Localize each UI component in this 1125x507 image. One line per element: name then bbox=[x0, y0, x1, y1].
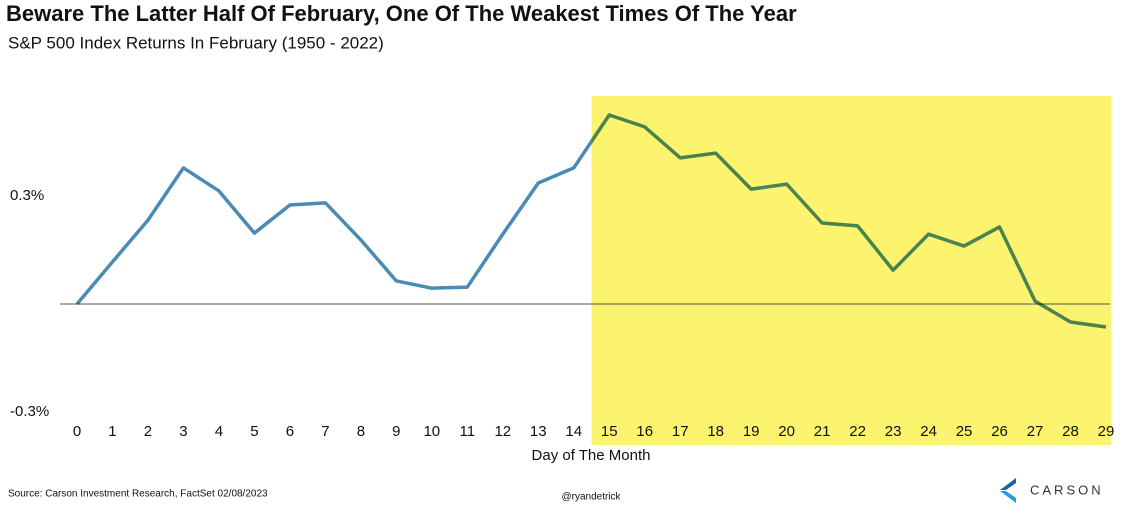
x-tick-label: 21 bbox=[814, 423, 831, 440]
x-tick-label: 8 bbox=[357, 423, 365, 440]
data-line bbox=[75, 113, 1107, 329]
x-tick-label: 26 bbox=[991, 423, 1008, 440]
handle: @ryandetrick bbox=[561, 492, 621, 503]
y-tick-label: 0.3% bbox=[10, 187, 44, 204]
x-tick-label: 10 bbox=[423, 423, 440, 440]
x-tick-label: 18 bbox=[707, 423, 724, 440]
x-tick-label: 11 bbox=[460, 423, 476, 440]
x-tick-label: 4 bbox=[215, 423, 223, 440]
x-tick-label: 28 bbox=[1062, 423, 1079, 440]
x-tick-label: 24 bbox=[920, 423, 937, 440]
x-tick-label: 27 bbox=[1027, 423, 1044, 440]
x-tick-label: 14 bbox=[565, 423, 582, 440]
logo-text: CARSON bbox=[1030, 482, 1104, 497]
x-tick-label: 0 bbox=[73, 423, 81, 440]
x-axis-label: Day of The Month bbox=[532, 447, 651, 464]
x-tick-label: 9 bbox=[392, 423, 400, 440]
x-tick-label: 20 bbox=[778, 423, 795, 440]
chart-subtitle: S&P 500 Index Returns In February (1950 … bbox=[8, 33, 384, 52]
chart-title: Beware The Latter Half Of February, One … bbox=[6, 1, 797, 26]
logo-icon bbox=[1000, 478, 1016, 503]
x-tick-label: 5 bbox=[250, 423, 258, 440]
x-tick-label: 6 bbox=[286, 423, 294, 440]
x-tick-label: 17 bbox=[672, 423, 689, 440]
x-tick-label: 1 bbox=[108, 423, 116, 440]
y-tick-label: -0.3% bbox=[10, 403, 49, 420]
source: Source: Carson Investment Research, Fact… bbox=[8, 489, 268, 500]
x-tick-label: 29 bbox=[1098, 423, 1115, 440]
x-tick-label: 12 bbox=[494, 423, 511, 440]
x-tick-label: 7 bbox=[321, 423, 329, 440]
x-tick-label: 15 bbox=[601, 423, 618, 440]
x-tick-label: 13 bbox=[530, 423, 547, 440]
x-tick-label: 16 bbox=[636, 423, 653, 440]
x-tick-label: 23 bbox=[885, 423, 902, 440]
x-tick-label: 19 bbox=[743, 423, 760, 440]
x-tick-label: 25 bbox=[956, 423, 973, 440]
x-tick-label: 2 bbox=[144, 423, 152, 440]
x-tick-label: 22 bbox=[849, 423, 866, 440]
x-tick-label: 3 bbox=[179, 423, 187, 440]
